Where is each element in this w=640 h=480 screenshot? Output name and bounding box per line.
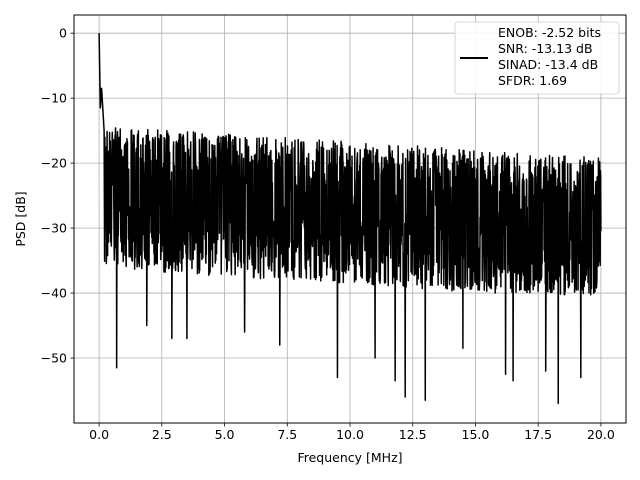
legend-box bbox=[454, 21, 620, 95]
x-tick-label: 20.0 bbox=[587, 427, 615, 442]
x-tick-label: 5.0 bbox=[215, 427, 235, 442]
legend-label: ENOB: -2.52 bits SNR: -13.13 dB SINAD: -13… bbox=[498, 25, 601, 88]
x-tick-label: 2.5 bbox=[152, 427, 172, 442]
x-tick-label: 15.0 bbox=[462, 427, 490, 442]
y-axis-label: PSD [dB] bbox=[13, 191, 28, 246]
x-tick-label: 0.0 bbox=[89, 427, 109, 442]
series-layer bbox=[98, 33, 602, 405]
x-tick-label: 10.0 bbox=[336, 427, 364, 442]
x-tick-label: 7.5 bbox=[277, 427, 297, 442]
y-tick-label: −40 bbox=[41, 286, 67, 301]
y-tick-label: 0 bbox=[59, 26, 67, 41]
psd-line bbox=[98, 33, 602, 405]
x-tick-label: 17.5 bbox=[524, 427, 552, 442]
y-tick-label: −30 bbox=[41, 221, 67, 236]
legend-label-line: ENOB: -2.52 bits bbox=[498, 25, 601, 40]
tick-layer: 0.0 2.5 5.0 7.5 10.0 12.5 15.0 17.5 20.0 0 −10 −20 −… bbox=[41, 26, 615, 442]
x-axis-label: Frequency [MHz] bbox=[297, 450, 402, 465]
y-tick-label: −10 bbox=[41, 91, 67, 106]
legend-label-line: SINAD: -13.4 dB bbox=[498, 57, 598, 72]
y-tick-label: −20 bbox=[41, 156, 67, 171]
x-tick-label: 12.5 bbox=[399, 427, 427, 442]
y-tick-label: −50 bbox=[41, 351, 67, 366]
legend-label-line: SNR: -13.13 dB bbox=[498, 41, 593, 56]
legend: ENOB: -2.52 bits SNR: -13.13 dB SINAD: -13… bbox=[454, 21, 620, 95]
legend-label-line: SFDR: 1.69 bbox=[498, 73, 567, 88]
